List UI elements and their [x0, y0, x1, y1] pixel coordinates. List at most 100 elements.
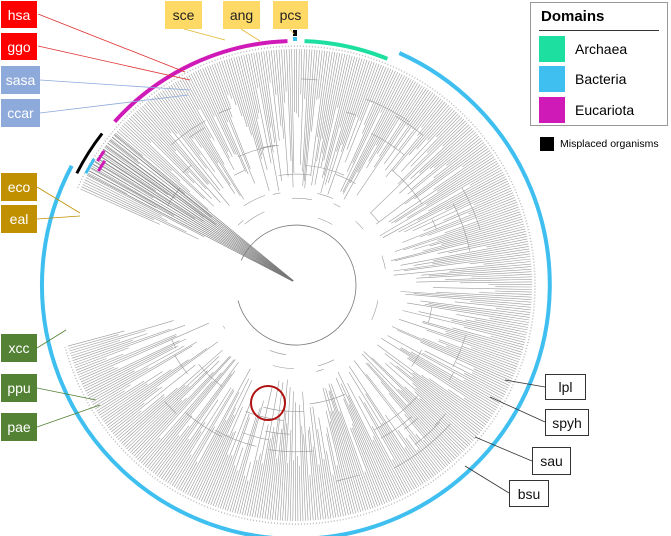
- tree-leaf-branch: [365, 393, 424, 484]
- tree-leaf-branch: [307, 430, 316, 521]
- legend-item-misplaced: Misplaced organisms: [540, 137, 659, 151]
- tree-leaf-branch: [82, 184, 199, 240]
- tree-leaf-branch: [239, 480, 249, 515]
- tree-leaf-branch: [323, 54, 348, 161]
- tree-leaf-branch: [70, 330, 147, 354]
- tree-leaf-branch: [244, 459, 258, 516]
- tree-leaf-branch: [191, 407, 236, 498]
- tree-leaf-branch: [86, 345, 179, 394]
- tree-leaf-branch: [446, 137, 481, 166]
- tree-leaf-branch: [397, 388, 462, 454]
- tree-leaf-branch: [400, 241, 528, 266]
- tree-leaf-branch: [361, 353, 460, 456]
- label-pae: pae: [1, 413, 37, 441]
- tree-leaf-branch: [238, 56, 268, 170]
- tree-leaf-branch: [140, 381, 213, 464]
- tree-leaf-branch: [363, 351, 465, 451]
- tree-leaf-branch: [479, 292, 532, 295]
- tree-leaf-branch: [119, 349, 223, 442]
- tree-leaf-branch: [469, 301, 531, 308]
- sce-connector: [183, 28, 226, 41]
- hsa-connector: [37, 13, 186, 73]
- tree-internal-arc: [244, 211, 265, 225]
- tree-leaf-branch: [415, 387, 476, 440]
- tree-leaf-branch: [231, 57, 270, 192]
- tree-leaf-branch: [348, 366, 426, 483]
- tree-internal-arc: [317, 193, 334, 199]
- tree-leaf-branch: [68, 334, 119, 349]
- tree-leaf-branch: [325, 410, 352, 515]
- tree-internal-arc: [171, 339, 177, 349]
- tree-leaf-branch: [169, 387, 232, 485]
- tree-leaf-branch: [372, 439, 402, 497]
- tree-leaf-branch: [353, 360, 441, 473]
- label-sasa: sasa: [1, 66, 40, 94]
- tree-leaf-branch: [391, 156, 495, 224]
- tree-leaf-branch: [311, 51, 333, 186]
- tree-leaf-branch: [127, 119, 151, 143]
- tree-leaf-branch: [88, 345, 185, 399]
- lpl-connector: [504, 379, 546, 388]
- tree-internal-arc: [448, 372, 454, 381]
- tree-leaf-branch: [303, 49, 315, 182]
- tree-leaf-branch: [394, 158, 496, 223]
- tree-internal-arc: [411, 349, 422, 367]
- tree-leaf-branch: [393, 261, 531, 276]
- tree-leaf-branch: [394, 209, 520, 252]
- tree-leaf-branch: [69, 320, 174, 352]
- tree-leaf-branch: [171, 454, 192, 486]
- label-spyh: spyh: [545, 409, 589, 436]
- tree-leaf-branch: [405, 293, 532, 306]
- tree-leaf-branch: [89, 367, 149, 401]
- tree-leaf-branch: [135, 356, 230, 459]
- tree-leaf-branch: [486, 238, 528, 248]
- tree-leaf-branch: [421, 374, 488, 424]
- tree-leaf-branch: [136, 110, 221, 203]
- tree-leaf-branch: [210, 390, 256, 506]
- tree-leaf-branch: [302, 49, 313, 187]
- tree-leaf-branch: [317, 51, 330, 138]
- ang-connector: [240, 28, 261, 42]
- tree-leaf-branch: [153, 96, 224, 189]
- tree-leaf-branch: [373, 436, 404, 496]
- tree-leaf-branch: [201, 406, 243, 502]
- tree-leaf-branch: [379, 165, 500, 236]
- tree-leaf-branch: [265, 50, 271, 83]
- tree-leaf-branch: [403, 211, 521, 251]
- tree-leaf-branch: [471, 372, 508, 391]
- tree-long-branch: [102, 148, 294, 282]
- tree-leaf-branch: [293, 48, 296, 113]
- misplaced-bacteria-marker: [84, 158, 96, 175]
- tree-leaf-branch: [229, 407, 261, 512]
- bsu-connector: [464, 465, 510, 494]
- tree-leaf-branch: [397, 430, 432, 479]
- tree-leaf-branch: [410, 351, 501, 404]
- tree-long-branch: [107, 142, 294, 282]
- tree-leaf-branch: [198, 434, 229, 501]
- tree-leaf-branch: [181, 78, 200, 110]
- tree-leaf-branch: [456, 314, 529, 328]
- tree-branches: [67, 48, 533, 522]
- tree-leaf-branch: [102, 148, 169, 196]
- tree-leaf-branch: [363, 67, 389, 126]
- tree-internal-arc: [366, 99, 410, 122]
- tree-leaf-branch: [399, 319, 520, 360]
- tree-leaf-branch: [468, 194, 515, 215]
- tree-leaf-branch: [382, 171, 504, 238]
- tree-internal-arc: [185, 412, 223, 438]
- tree-internal-arc: [278, 173, 312, 176]
- tree-leaf-branch: [71, 333, 148, 359]
- tree-leaf-branch: [340, 61, 373, 152]
- bacteria-ring-left: [40, 164, 210, 526]
- tree-leaf-branch: [262, 433, 275, 519]
- tree-leaf-branch: [233, 57, 262, 160]
- legend-item-archaea: Archaea: [539, 36, 627, 62]
- tree-leaf-branch: [444, 206, 519, 234]
- tree-leaf-branch: [86, 175, 205, 238]
- tree-internal-arc: [333, 203, 341, 208]
- tree-leaf-branch: [249, 424, 269, 517]
- tree-leaf-branch: [403, 253, 530, 271]
- tree-leaf-branch: [416, 279, 532, 283]
- tree-leaf-branch: [330, 411, 359, 513]
- tree-leaf-branch: [405, 437, 435, 477]
